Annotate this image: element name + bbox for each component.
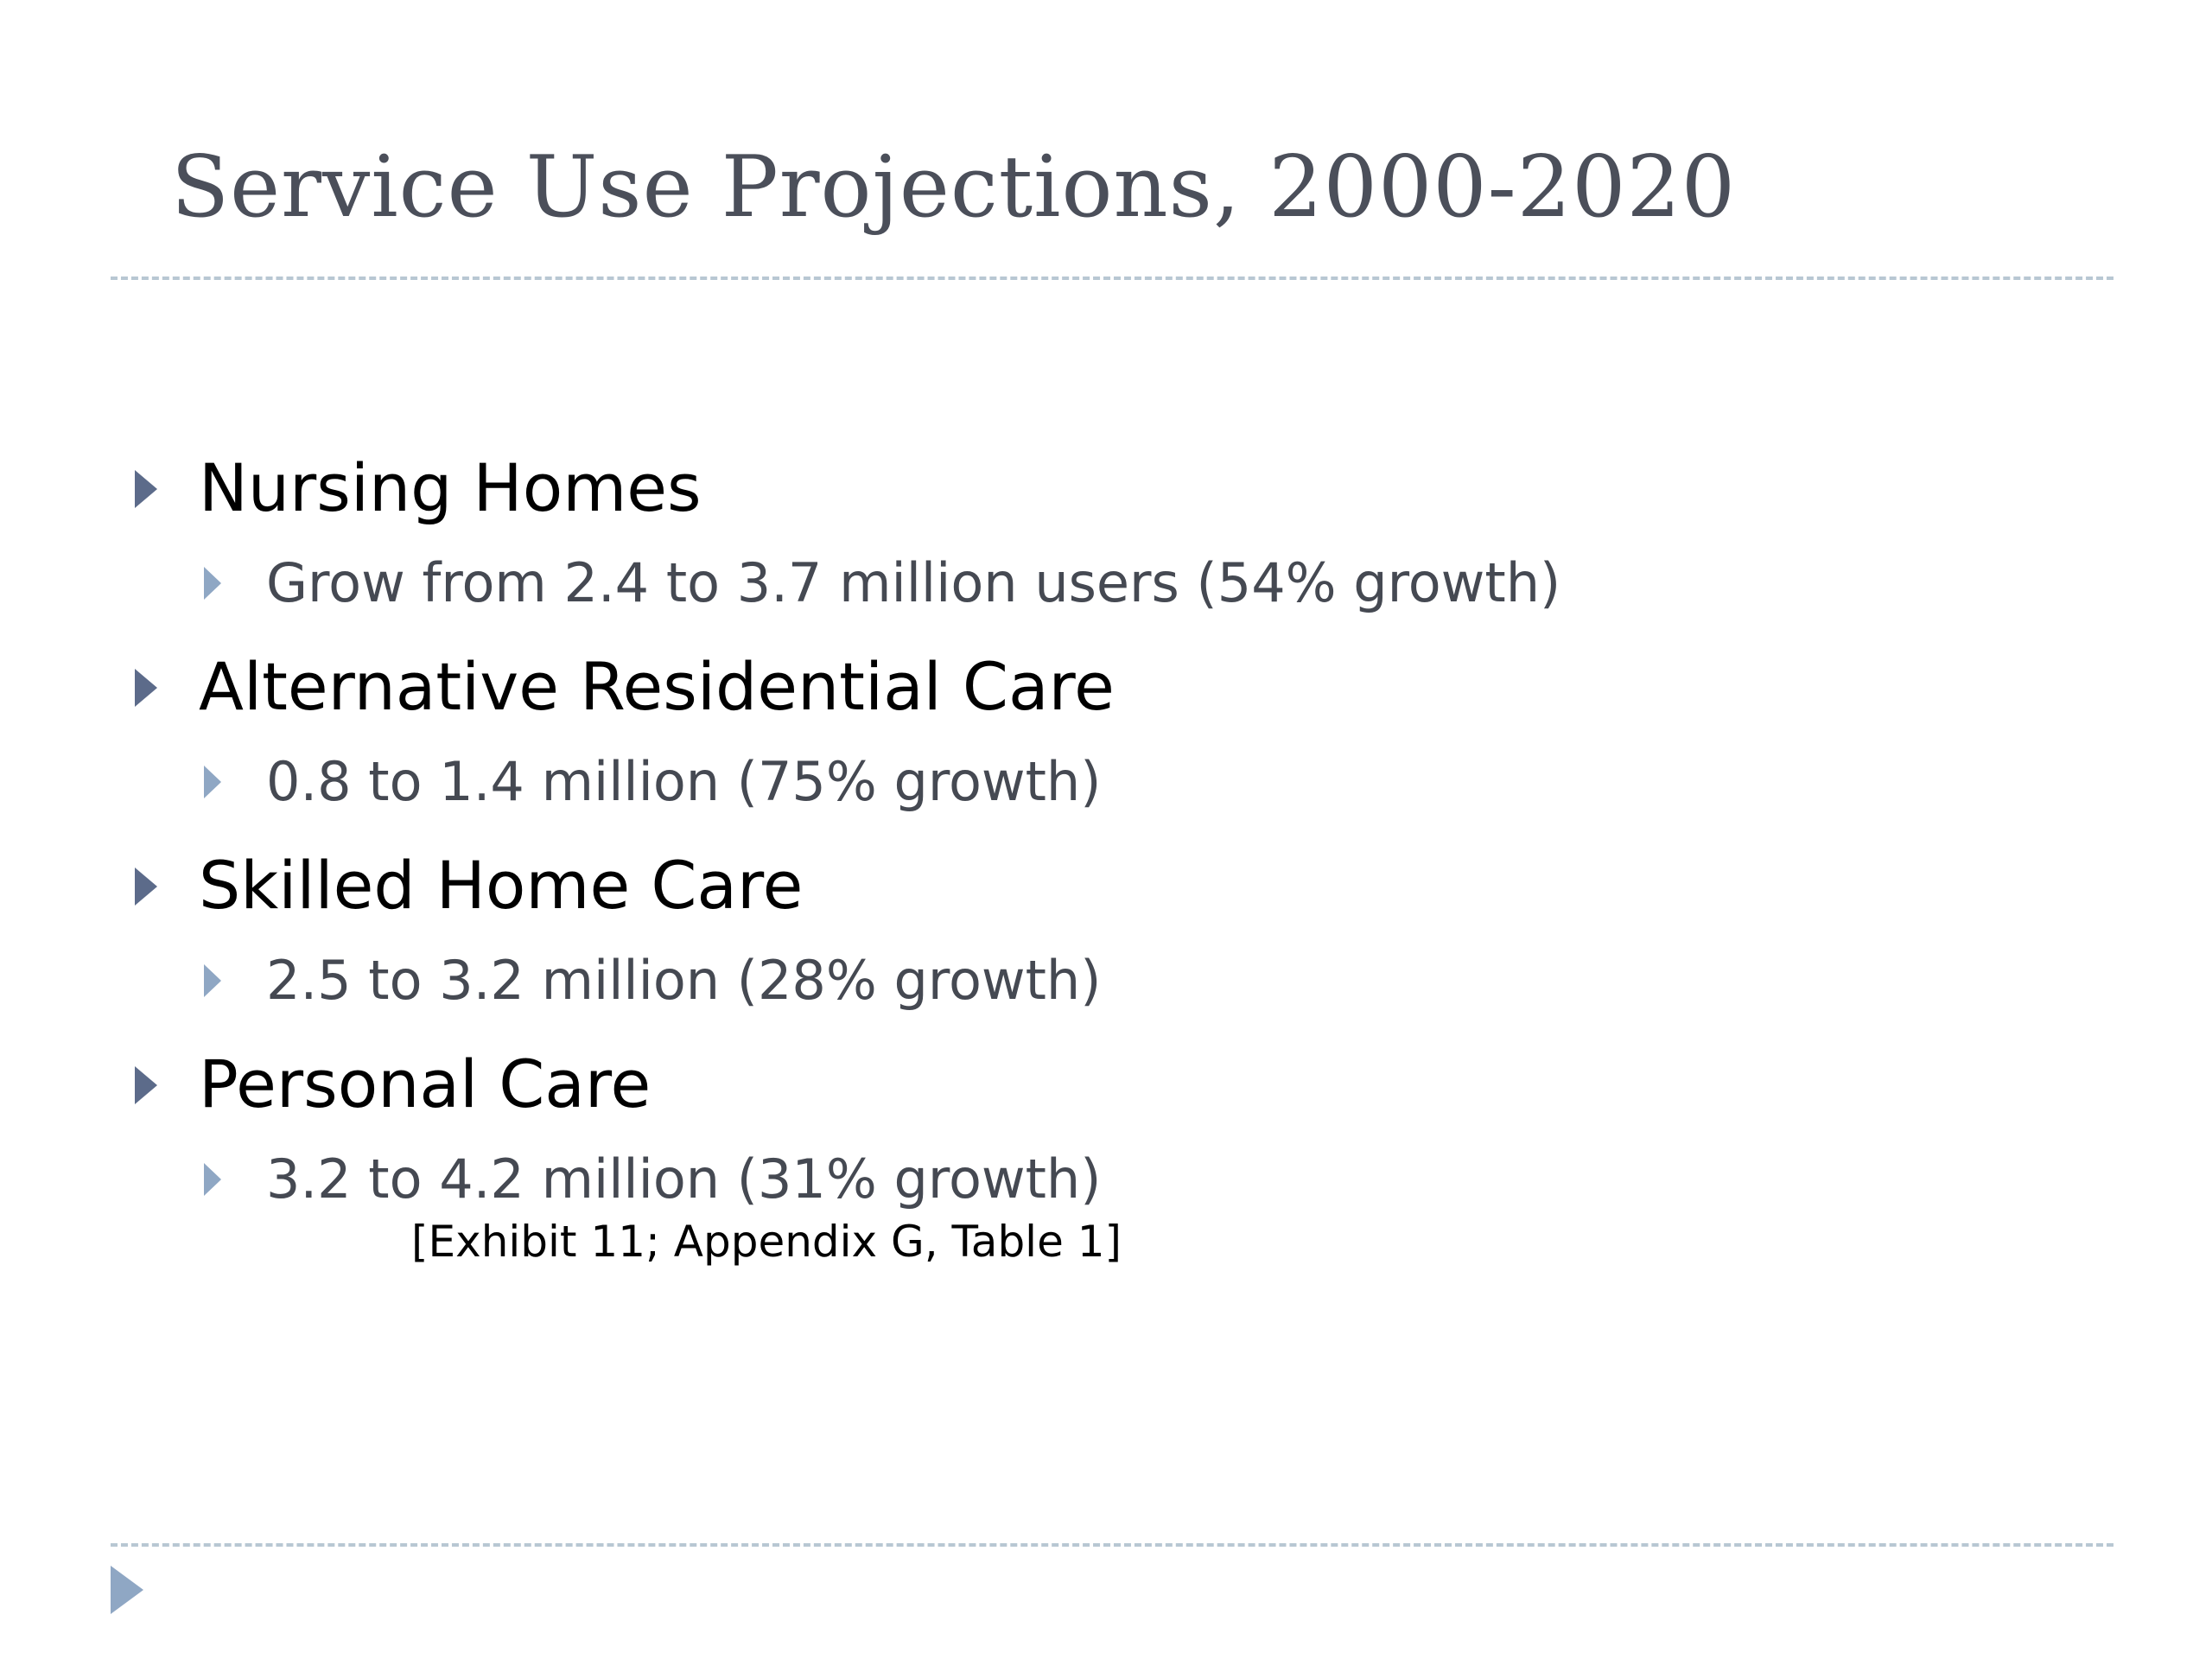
triangle-right-icon — [204, 964, 221, 997]
bullet-detail: 2.5 to 3.2 million (28% growth) — [266, 949, 1102, 1012]
bullet-detail: 0.8 to 1.4 million (75% growth) — [266, 750, 1102, 813]
triangle-right-icon — [135, 470, 157, 508]
triangle-right-icon — [204, 766, 221, 798]
bullet-heading: Skilled Home Care — [199, 847, 804, 924]
bullet-heading: Alternative Residential Care — [199, 648, 1115, 725]
bullet-detail: Grow from 2.4 to 3.7 million users (54% … — [266, 551, 1561, 614]
triangle-right-icon — [135, 669, 157, 707]
bullet-heading: Personal Care — [199, 1046, 652, 1122]
triangle-right-icon — [135, 1066, 157, 1104]
triangle-right-icon — [111, 1566, 143, 1614]
triangle-right-icon — [204, 1163, 221, 1196]
slide-title: Service Use Projections, 2000-2020 — [171, 138, 1737, 237]
bullet-detail: 3.2 to 4.2 million (31% growth) — [266, 1147, 1102, 1211]
bullet-heading: Nursing Homes — [199, 449, 702, 526]
footer-divider — [111, 1543, 2113, 1547]
source-citation: [Exhibit 11; Appendix G, Table 1] — [411, 1217, 1122, 1267]
triangle-right-icon — [204, 567, 221, 600]
triangle-right-icon — [135, 868, 157, 906]
title-divider — [111, 276, 2113, 280]
